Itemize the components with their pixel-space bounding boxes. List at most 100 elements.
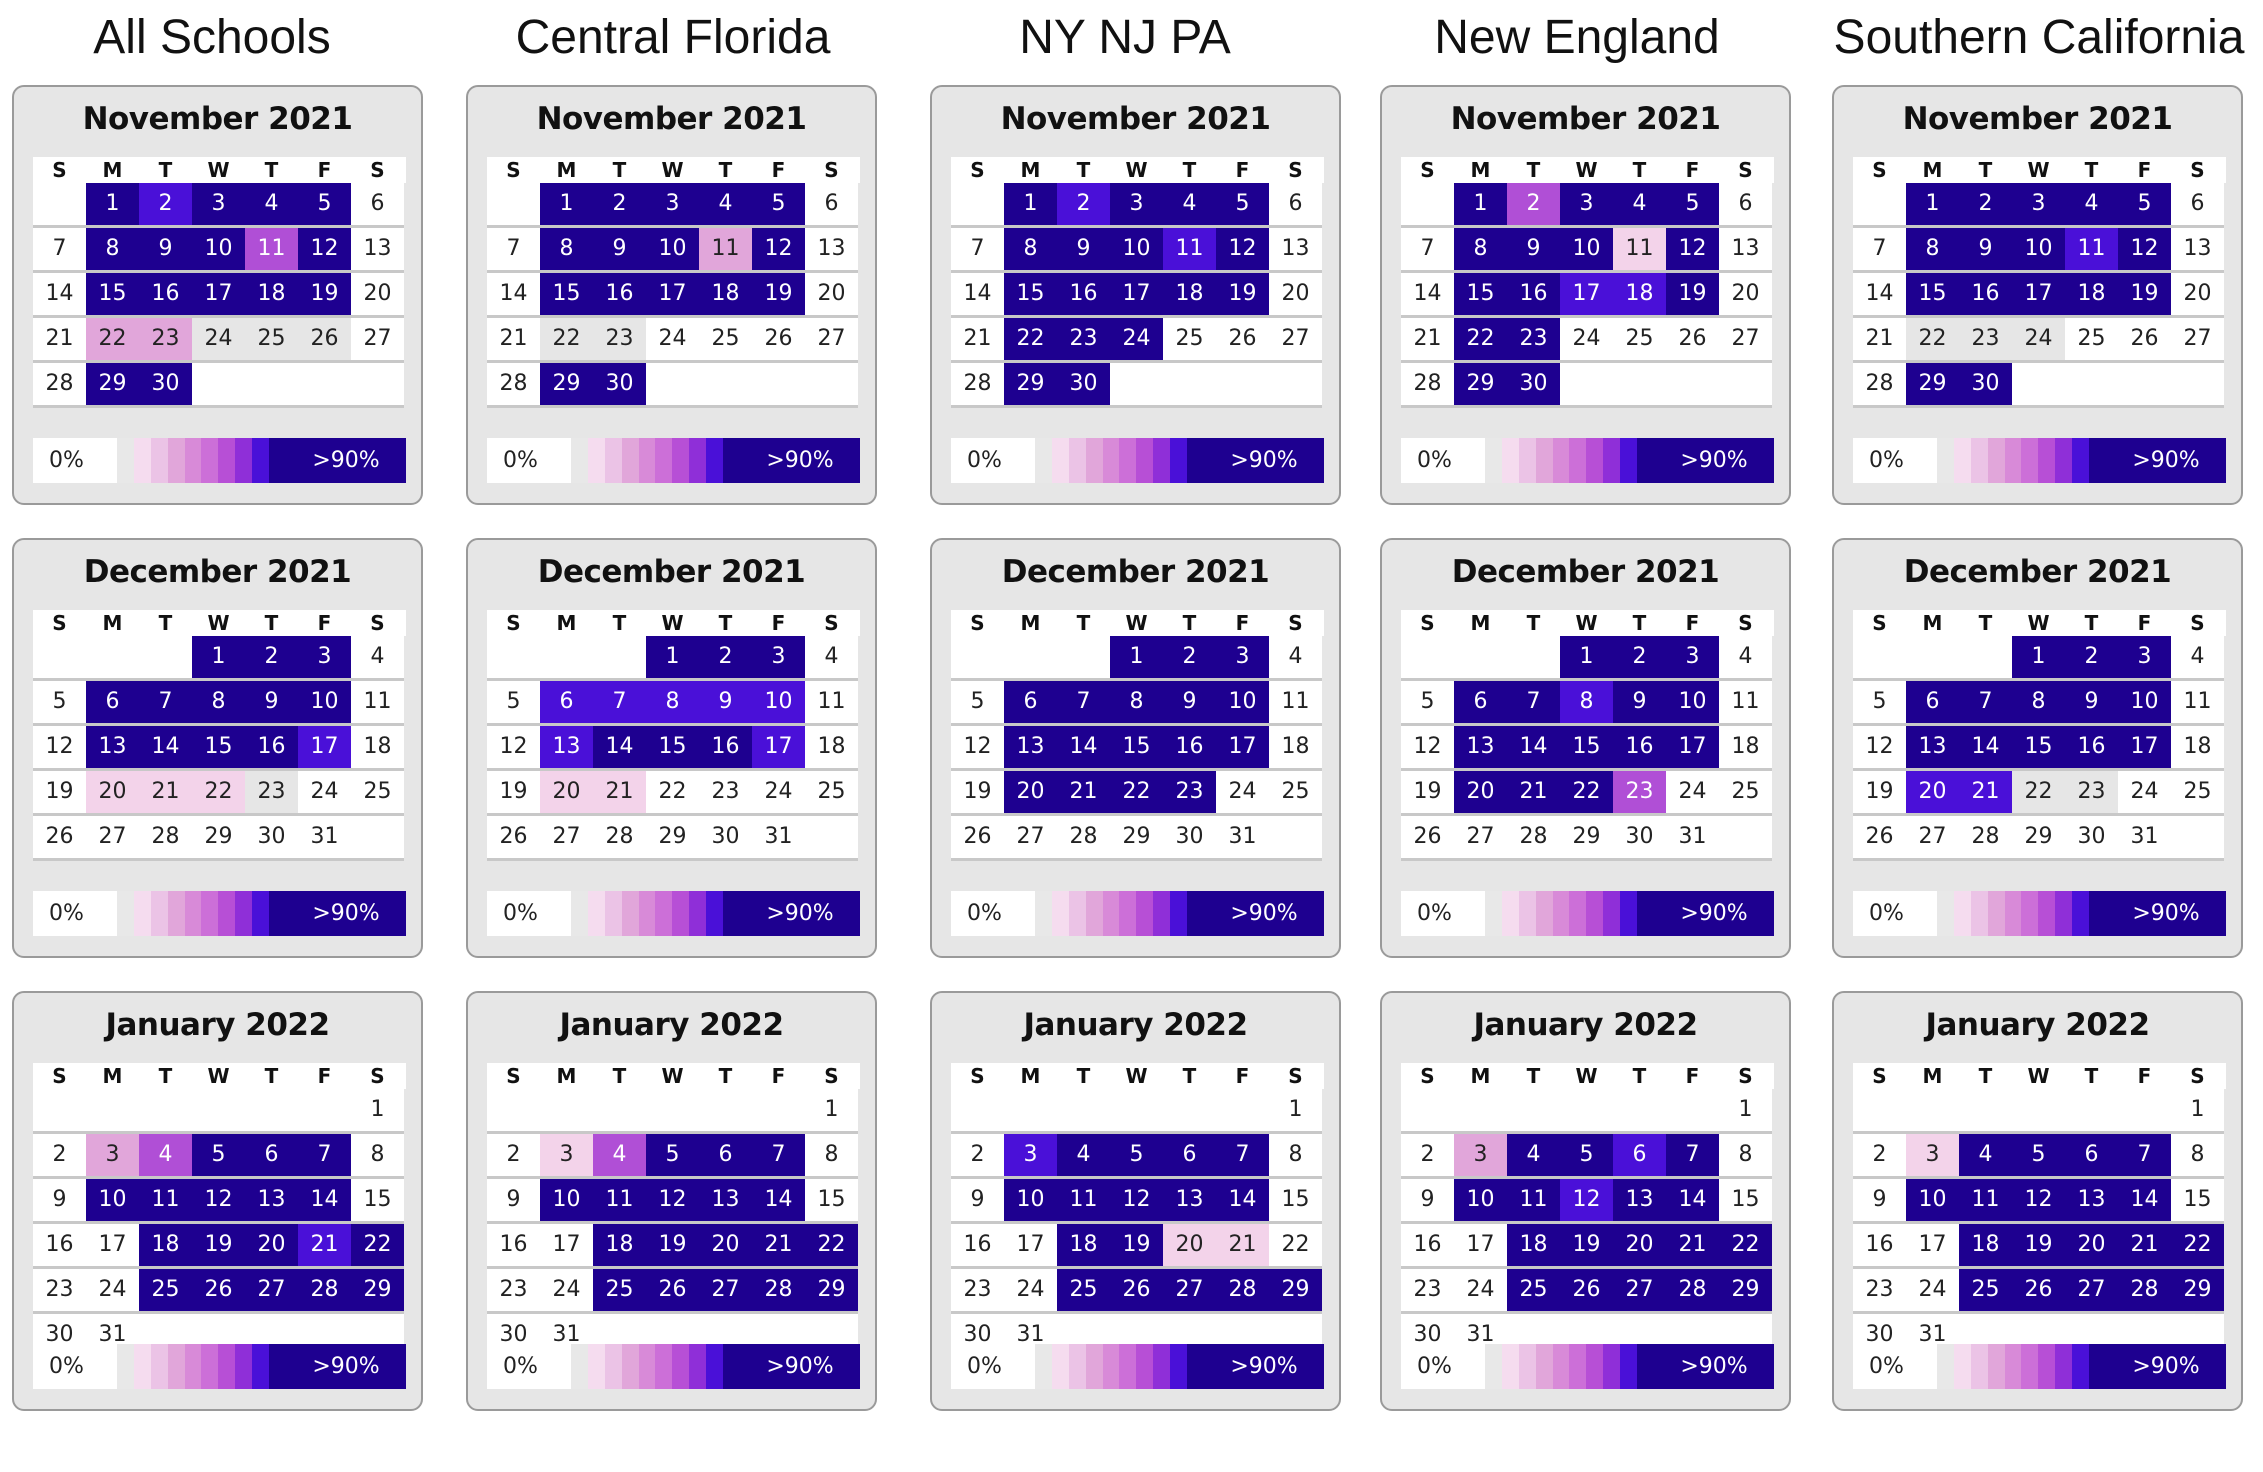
day-cell: 2 bbox=[1401, 1134, 1454, 1179]
empty-cell bbox=[1057, 636, 1110, 681]
calendar: S M T W T F S 1 2 3 4 5 6 7 8 9 10 11 12 13 14 15 16 17 18 19 20 21… bbox=[951, 1063, 1324, 1359]
day-cell: 24 bbox=[646, 318, 699, 363]
legend-swatch bbox=[133, 438, 152, 483]
month-title: December 2021 bbox=[537, 554, 806, 590]
day-cell: 13 bbox=[1004, 726, 1057, 771]
day-cell: 16 bbox=[245, 726, 298, 771]
day-cell: 12 bbox=[2118, 228, 2171, 273]
color-legend: 0% >90% bbox=[1401, 438, 1774, 483]
day-cell: 19 bbox=[646, 1224, 699, 1269]
day-cell: 9 bbox=[33, 1179, 86, 1224]
day-cell: 17 bbox=[2012, 273, 2065, 318]
empty-cell bbox=[593, 636, 646, 681]
day-cell: 17 bbox=[86, 1224, 139, 1269]
empty-cell bbox=[1269, 816, 1322, 861]
month-title: January 2022 bbox=[105, 1007, 330, 1043]
empty-cell bbox=[540, 1089, 593, 1134]
day-cell: 22 bbox=[351, 1224, 404, 1269]
day-cell: 14 bbox=[752, 1179, 805, 1224]
weekday-label: W bbox=[661, 158, 684, 182]
day-cell: 26 bbox=[1401, 816, 1454, 861]
day-cell: 3 bbox=[86, 1134, 139, 1179]
day-cell: 8 bbox=[351, 1134, 404, 1179]
day-cell: 2 bbox=[139, 183, 192, 228]
day-cell: 10 bbox=[752, 681, 805, 726]
empty-cell bbox=[1401, 1089, 1454, 1134]
column-title: All Schools bbox=[93, 11, 331, 64]
legend-swatch bbox=[1085, 891, 1104, 936]
legend-swatch bbox=[2089, 1344, 2107, 1389]
weekday-label: S bbox=[970, 611, 985, 635]
calendar-week: 9 10 11 12 13 14 15 bbox=[951, 1179, 1324, 1224]
day-cell: 31 bbox=[298, 816, 351, 861]
weekday-label: M bbox=[1020, 158, 1041, 182]
weekday-label: S bbox=[370, 1064, 385, 1088]
month-panel: December 2021 S M T W T F S 1 2 3 4 5 6 7 8 9 10 11 12 13 14 1… bbox=[930, 538, 1341, 958]
day-cell: 28 bbox=[298, 1269, 351, 1314]
legend-swatch bbox=[1586, 891, 1604, 936]
calendar-week: 7 8 9 10 11 12 13 bbox=[1853, 228, 2226, 273]
empty-cell bbox=[2065, 1089, 2118, 1134]
day-cell: 13 bbox=[805, 228, 858, 273]
day-cell: 19 bbox=[1110, 1224, 1163, 1269]
day-cell: 2 bbox=[33, 1134, 86, 1179]
empty-cell bbox=[1906, 1089, 1959, 1134]
legend-swatch bbox=[269, 438, 287, 483]
day-cell: 18 bbox=[1719, 726, 1772, 771]
empty-cell bbox=[139, 1089, 192, 1134]
calendar: S M T W T F S 1 2 3 4 5 6 7 8 9 10 11 12 13 14 15 16 17 18 19 20 21… bbox=[1853, 157, 2226, 408]
day-cell: 2 bbox=[245, 636, 298, 681]
weekday-label: M bbox=[1922, 158, 1943, 182]
legend-low-label: 0% bbox=[49, 448, 84, 473]
legend-swatch bbox=[235, 891, 253, 936]
column-title: New England bbox=[1434, 11, 1720, 64]
day-cell: 7 bbox=[1057, 681, 1110, 726]
day-cell: 22 bbox=[1269, 1224, 1322, 1269]
legend-swatch bbox=[1170, 438, 1188, 483]
legend-swatch bbox=[1953, 438, 1972, 483]
day-cell: 16 bbox=[1507, 273, 1560, 318]
day-cell: 28 bbox=[2118, 1269, 2171, 1314]
legend-high-label: >90% bbox=[286, 1344, 406, 1389]
legend-swatch bbox=[1018, 891, 1036, 936]
calendar-week: 5 6 7 8 9 10 11 bbox=[1401, 681, 1774, 726]
day-cell: 13 bbox=[1163, 1179, 1216, 1224]
legend-high-label: >90% bbox=[1204, 891, 1324, 936]
day-cell: 18 bbox=[1507, 1224, 1560, 1269]
day-cell: 11 bbox=[139, 1179, 192, 1224]
empty-cell bbox=[1163, 1089, 1216, 1134]
day-cell: 1 bbox=[805, 1089, 858, 1134]
weekday-label: M bbox=[1922, 611, 1943, 635]
weekday-label: F bbox=[317, 158, 332, 182]
day-cell: 3 bbox=[298, 636, 351, 681]
day-cell: 5 bbox=[298, 183, 351, 228]
calendar-week: 14 15 16 17 18 19 20 bbox=[951, 273, 1324, 318]
day-cell: 18 bbox=[245, 273, 298, 318]
day-cell: 20 bbox=[2171, 273, 2224, 318]
day-cell: 25 bbox=[699, 318, 752, 363]
legend-high-label: >90% bbox=[740, 1344, 860, 1389]
calendar-week: 21 22 23 24 25 26 27 bbox=[487, 318, 860, 363]
empty-cell bbox=[1401, 636, 1454, 681]
day-cell: 22 bbox=[192, 771, 245, 816]
calendar-week: 16 17 18 19 20 21 22 bbox=[1853, 1224, 2226, 1269]
legend-swatch bbox=[1920, 438, 1938, 483]
calendar-week: 19 20 21 22 23 24 25 bbox=[1401, 771, 1774, 816]
day-cell: 2 bbox=[487, 1134, 540, 1179]
legend-swatch bbox=[1518, 438, 1537, 483]
weekday-label: S bbox=[2190, 158, 2205, 182]
day-cell: 28 bbox=[1057, 816, 1110, 861]
day-cell: 13 bbox=[245, 1179, 298, 1224]
legend-swatch bbox=[1170, 891, 1188, 936]
legend-low-label: 0% bbox=[967, 448, 1002, 473]
day-cell: 15 bbox=[351, 1179, 404, 1224]
legend-swatch bbox=[1034, 891, 1053, 936]
day-cell: 19 bbox=[1216, 273, 1269, 318]
day-cell: 15 bbox=[646, 726, 699, 771]
